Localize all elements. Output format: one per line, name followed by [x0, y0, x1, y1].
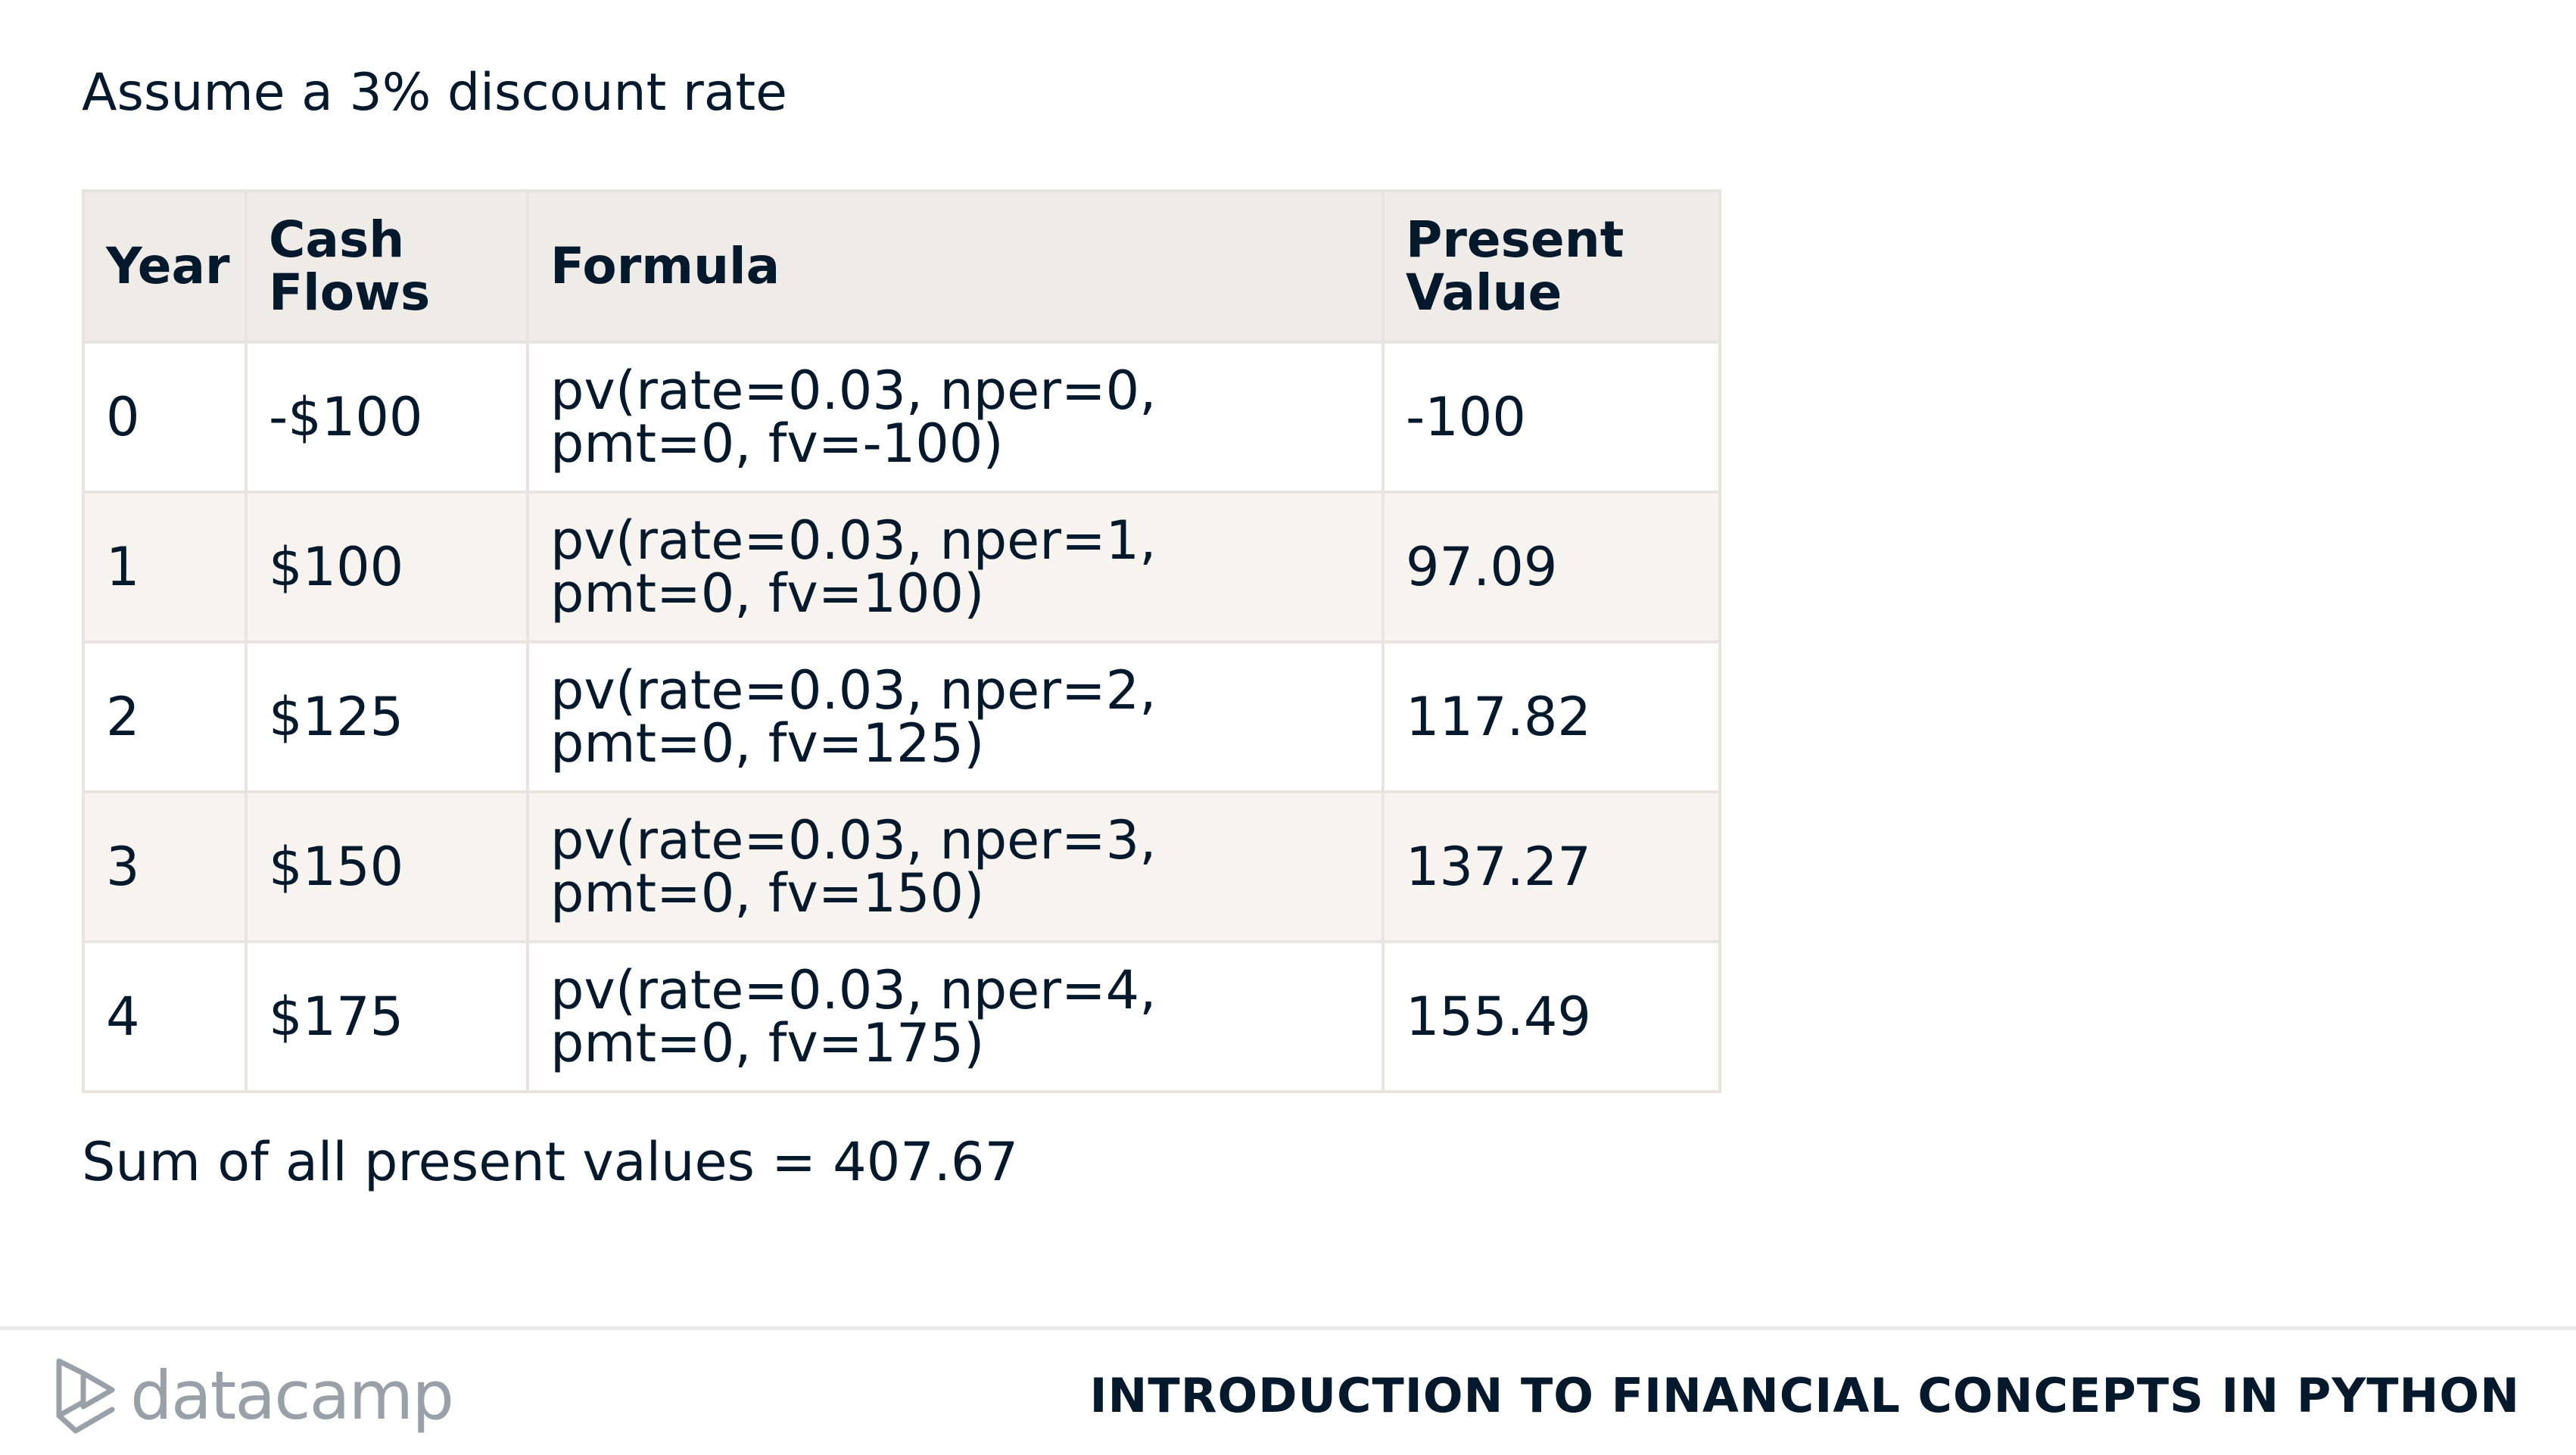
- intro-text: Assume a 3% discount rate: [82, 63, 788, 123]
- cell-year: 2: [82, 640, 248, 793]
- table-row: 1 $100 pv(rate=0.03, nper=1, pmt=0, fv=1…: [82, 491, 1721, 643]
- cell-formula: pv(rate=0.03, nper=3, pmt=0, fv=150): [526, 790, 1385, 943]
- cell-present-value: 97.09: [1381, 491, 1721, 643]
- datacamp-logo-icon: [56, 1358, 115, 1434]
- logo-text: datacamp: [130, 1357, 454, 1435]
- cell-year: 1: [82, 491, 248, 643]
- cell-year: 4: [82, 940, 248, 1093]
- cell-cash-flow: $175: [245, 940, 529, 1093]
- cell-year: 3: [82, 790, 248, 943]
- table-row: 3 $150 pv(rate=0.03, nper=3, pmt=0, fv=1…: [82, 790, 1721, 943]
- cell-cash-flow: -$100: [245, 341, 529, 494]
- header-present-value: Present Value: [1381, 189, 1721, 344]
- cell-cash-flow: $100: [245, 491, 529, 643]
- cell-present-value: 137.27: [1381, 790, 1721, 943]
- datacamp-logo: datacamp: [53, 1354, 454, 1438]
- cell-cash-flow: $125: [245, 640, 529, 793]
- cell-formula: pv(rate=0.03, nper=1, pmt=0, fv=100): [526, 491, 1385, 643]
- table-row: 4 $175 pv(rate=0.03, nper=4, pmt=0, fv=1…: [82, 940, 1721, 1093]
- cell-cash-flow: $150: [245, 790, 529, 943]
- table-row: 0 -$100 pv(rate=0.03, nper=0, pmt=0, fv=…: [82, 341, 1721, 494]
- cell-formula: pv(rate=0.03, nper=0, pmt=0, fv=-100): [526, 341, 1385, 494]
- cell-present-value: 155.49: [1381, 940, 1721, 1093]
- header-formula: Formula: [526, 189, 1385, 344]
- cell-present-value: 117.82: [1381, 640, 1721, 793]
- cell-year: 0: [82, 341, 248, 494]
- cell-present-value: -100: [1381, 341, 1721, 494]
- course-title: INTRODUCTION TO FINANCIAL CONCEPTS IN PY…: [1089, 1368, 2520, 1423]
- cell-formula: pv(rate=0.03, nper=2, pmt=0, fv=125): [526, 640, 1385, 793]
- header-year: Year: [82, 189, 248, 344]
- footer: datacamp INTRODUCTION TO FINANCIAL CONCE…: [0, 1326, 2576, 1455]
- cash-flow-table: Year Cash Flows Formula Present Value 0 …: [82, 189, 1721, 1093]
- cell-formula: pv(rate=0.03, nper=4, pmt=0, fv=175): [526, 940, 1385, 1093]
- table-row: 2 $125 pv(rate=0.03, nper=2, pmt=0, fv=1…: [82, 640, 1721, 793]
- header-cash-flows: Cash Flows: [245, 189, 529, 344]
- table-header-row: Year Cash Flows Formula Present Value: [82, 189, 1721, 344]
- sum-text: Sum of all present values = 407.67: [82, 1131, 1019, 1193]
